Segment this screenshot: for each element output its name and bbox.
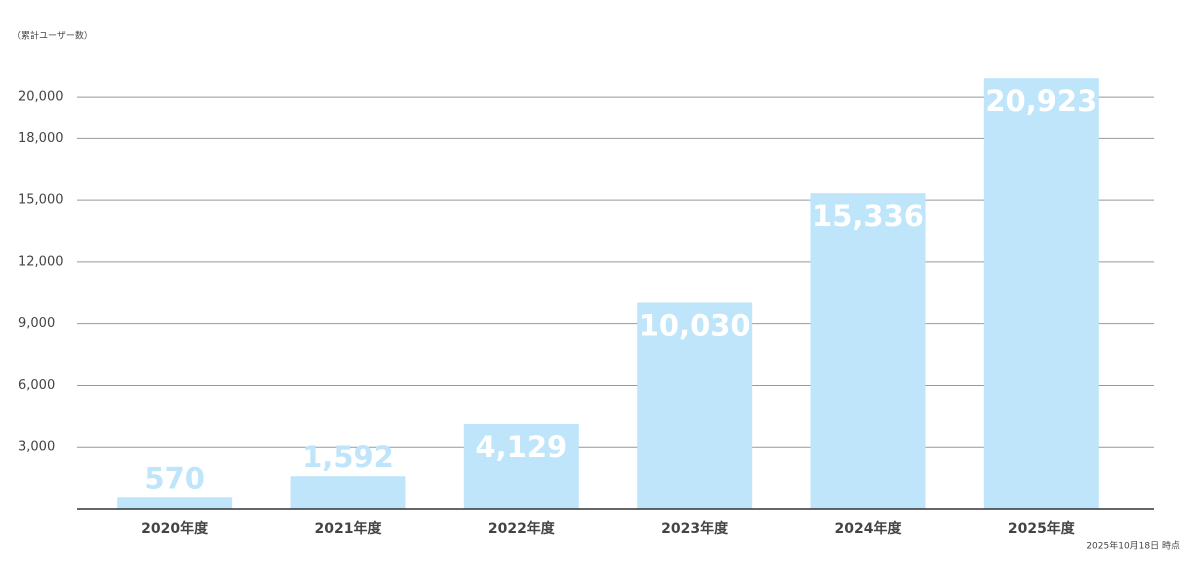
chart-title: （累計ユーザー数） [12, 30, 93, 42]
value-label: 15,336 [812, 199, 924, 233]
x-tick-label: 2025年度 [1008, 520, 1076, 537]
bar [810, 193, 926, 509]
y-tick-label: 6,000 [18, 378, 55, 393]
y-tick-label: 9,000 [18, 316, 55, 331]
value-label: 4,129 [475, 430, 567, 464]
chart-note: 2025年10月18日 時点 [1086, 540, 1180, 552]
bar [637, 302, 753, 509]
value-label: 570 [144, 461, 205, 495]
bar [117, 497, 233, 509]
y-tick-label: 12,000 [18, 254, 64, 269]
x-tick-label: 2021年度 [315, 520, 383, 537]
bar [983, 78, 1099, 510]
value-label: 10,030 [639, 308, 751, 342]
x-tick-label: 2024年度 [835, 520, 903, 537]
bar [290, 476, 406, 509]
y-tick-label: 20,000 [18, 90, 64, 105]
x-tick-label: 2023年度 [661, 520, 729, 537]
x-tick-label: 2020年度 [141, 520, 209, 537]
y-tick-label: 3,000 [18, 440, 55, 455]
value-label: 1,592 [302, 440, 394, 474]
x-tick-label: 2022年度 [488, 520, 556, 537]
bar [463, 423, 579, 509]
y-tick-label: 18,000 [18, 131, 64, 146]
y-tick-label: 15,000 [18, 193, 64, 208]
value-label: 20,923 [985, 84, 1097, 118]
